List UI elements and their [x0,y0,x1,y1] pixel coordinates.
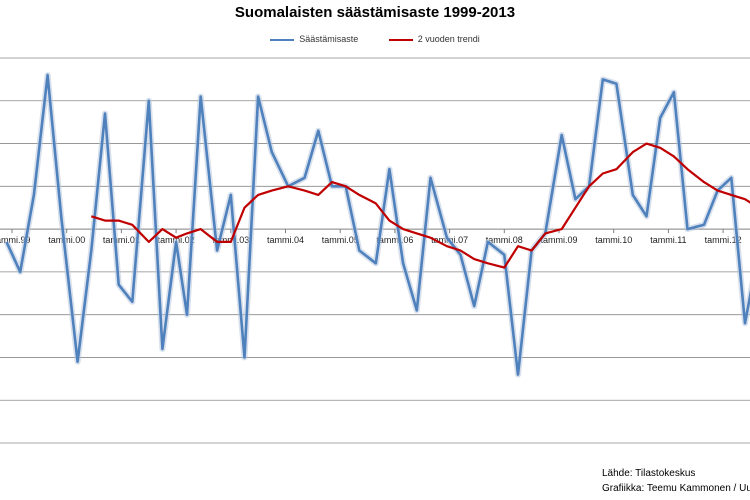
legend-label-trendi: 2 vuoden trendi [417,34,480,44]
source-credit: Lähde: Tilastokeskus [602,468,696,479]
x-tick-label: tammi.08 [486,235,523,245]
x-tick-label: tammi.10 [595,235,632,245]
series-layer [3,72,750,378]
legend-item-saastamisaste: Säästämisaste [270,34,358,44]
legend-swatch-red-icon [388,38,413,41]
graphic-credit: Grafiikka: Teemu Kammonen / Uusi Suomi [602,483,750,494]
credits: Lähde: Tilastokeskus Grafiikka: Teemu Ka… [602,466,750,496]
x-tick-label: tammi.09 [540,235,577,245]
x-tick-label: tammi.06 [376,235,413,245]
chart-title: Suomalaisten säästämisaste 1999-2013 [234,4,516,21]
legend-label-saastamisaste: Säästämisaste [299,34,359,44]
x-tick-labels: tammi.99tammi.00tammi.01tammi.02tammi.03… [0,229,742,245]
x-tick-label: tammi.99 [0,235,31,245]
legend: Säästämisaste 2 vuoden trendi [0,34,750,44]
legend-item-trendi: 2 vuoden trendi [388,34,480,44]
x-tick-label: tammi.12 [705,235,742,245]
legend-swatch-blue-icon [270,38,295,41]
series-line-trendi [90,142,750,269]
series-line-saastamisaste-shadow [3,72,750,378]
x-tick-label: tammi.05 [322,235,359,245]
x-tick-label: tammi.11 [650,235,686,245]
x-tick-label: tammi.04 [267,235,304,245]
x-tick-label: tammi.01 [103,235,140,245]
series-line-saastamisaste [5,73,750,376]
